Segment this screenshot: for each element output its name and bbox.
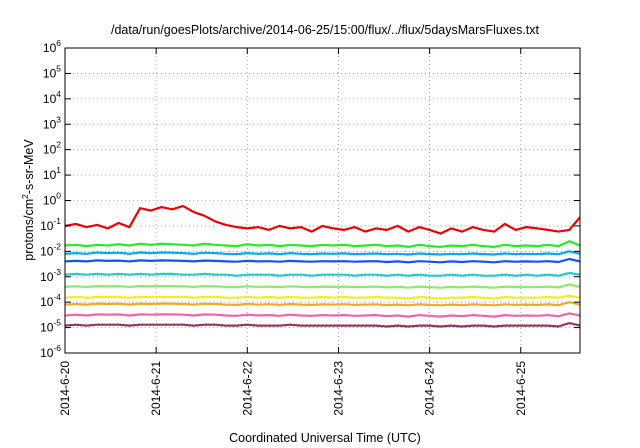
y-tick-base: 10: [40, 219, 54, 233]
y-tick-base: 10: [40, 295, 54, 309]
y-tick-exponent: 0: [56, 191, 61, 201]
y-tick-exponent: 2: [56, 140, 61, 150]
y-tick-exponent: -3: [53, 267, 61, 277]
y-axis-label: protons/cm2-s-sr-MeV: [20, 139, 36, 261]
series-layer: [64, 205, 581, 328]
series-line-5: [64, 271, 581, 277]
x-axis-ticks: 2014-6-20 2014-6-21 2014-6-22 2014-6-23 2014…: [58, 48, 528, 416]
series-line-1: [64, 205, 581, 235]
series-line-4: [64, 257, 581, 264]
y-tick-exponent: -5: [53, 318, 61, 328]
x-tick-label: 2014-6-24: [423, 361, 437, 416]
y-axis-label-prefix: protons/cm: [22, 199, 36, 261]
y-tick-exponent: -1: [53, 216, 61, 226]
y-tick-base: 10: [43, 194, 57, 208]
y-tick-label: 100: [43, 191, 61, 208]
series-line-8: [64, 301, 581, 307]
x-tick-label: 2014-6-23: [331, 361, 345, 416]
chart-title: /data/run/goesPlots/archive/2014-06-25/1…: [111, 23, 540, 37]
x-tick-label: 2014-6-22: [240, 361, 254, 416]
y-tick-base: 10: [43, 143, 57, 157]
x-tick-label: 2014-6-25: [514, 361, 528, 416]
series-line-10: [64, 322, 581, 328]
y-tick-label: 105: [43, 63, 61, 80]
y-tick-label: 10-6: [40, 343, 61, 360]
y-axis-ticks: 10610510410310210110010-110-210-310-410-…: [40, 38, 580, 360]
y-tick-base: 10: [40, 270, 54, 284]
x-axis-label: Coordinated Universal Time (UTC): [229, 431, 421, 445]
y-tick-exponent: -4: [53, 292, 61, 302]
y-tick-exponent: 4: [56, 89, 61, 99]
y-tick-label: 10-2: [40, 241, 61, 258]
y-tick-exponent: 6: [56, 38, 61, 48]
y-tick-label: 106: [43, 38, 61, 55]
x-tick-label: 2014-6-20: [58, 361, 72, 416]
y-tick-label: 101: [43, 165, 61, 182]
series-line-6: [64, 283, 581, 289]
y-tick-exponent: 1: [56, 165, 61, 175]
y-tick-label: 10-1: [40, 216, 61, 233]
series-line-2: [64, 240, 581, 248]
series-line-3: [64, 250, 581, 256]
x-tick-label: 2014-6-21: [149, 361, 163, 416]
series-line-7: [64, 294, 581, 300]
y-tick-base: 10: [43, 66, 57, 80]
y-axis-label-superscript: 2: [20, 194, 30, 199]
y-tick-base: 10: [43, 168, 57, 182]
grid: [65, 48, 580, 353]
y-tick-exponent: -2: [53, 241, 61, 251]
y-tick-base: 10: [40, 346, 54, 360]
y-axis-label-suffix: -s-sr-MeV: [22, 139, 36, 195]
series-line-9: [64, 312, 581, 318]
y-tick-base: 10: [43, 117, 57, 131]
y-tick-label: 104: [43, 89, 61, 106]
y-tick-label: 10-4: [40, 292, 61, 309]
y-tick-exponent: 3: [56, 114, 61, 124]
y-tick-label: 102: [43, 140, 61, 157]
y-tick-label: 103: [43, 114, 61, 131]
y-tick-exponent: -6: [53, 343, 61, 353]
y-tick-label: 10-5: [40, 318, 61, 335]
y-tick-base: 10: [43, 92, 57, 106]
y-tick-exponent: 5: [56, 63, 61, 73]
plot-frame: [64, 47, 581, 354]
y-tick-base: 10: [40, 321, 54, 335]
y-tick-label: 10-3: [40, 267, 61, 284]
y-tick-base: 10: [43, 41, 57, 55]
y-tick-base: 10: [40, 244, 54, 258]
